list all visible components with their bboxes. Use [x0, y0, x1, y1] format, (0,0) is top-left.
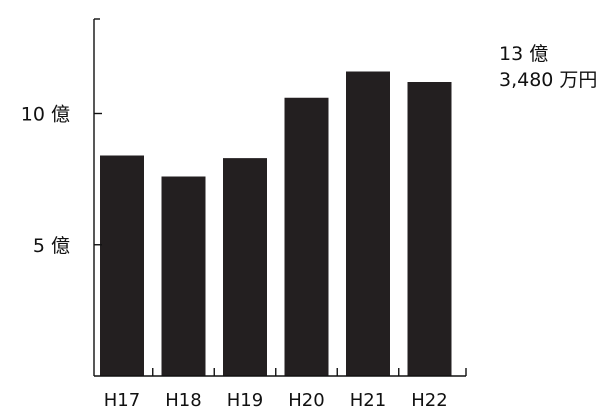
x-ticks-layer — [152, 368, 400, 376]
x-tick-label-h17: H17 — [104, 390, 140, 411]
bars-layer — [100, 71, 452, 376]
y-ticks-layer: 5 億 10 億 — [21, 104, 102, 257]
annotation-line-2: 3,480 万円 — [499, 69, 597, 91]
x-tick-label-h20: H20 — [288, 390, 324, 411]
x-tick-label-h21: H21 — [350, 390, 386, 411]
bar-h21 — [346, 71, 390, 376]
bar-h19 — [223, 158, 267, 376]
bar-h22 — [407, 82, 452, 376]
x-labels-layer: H17 H18 H19 H20 H21 H22 — [104, 390, 448, 411]
bar-h17 — [100, 155, 144, 376]
x-tick-label-h22: H22 — [411, 390, 447, 411]
y-tick-label-1: 10 億 — [21, 104, 70, 126]
x-tick-label-h19: H19 — [227, 390, 263, 411]
annotation-line-1: 13 億 — [499, 43, 548, 65]
annotation: 13 億 3,480 万円 — [499, 43, 597, 91]
x-tick-label-h18: H18 — [165, 390, 201, 411]
axes-layer — [93, 18, 467, 377]
bar-h18 — [161, 176, 206, 376]
bar-h20 — [284, 97, 329, 376]
y-tick-label-0: 5 億 — [33, 235, 70, 257]
